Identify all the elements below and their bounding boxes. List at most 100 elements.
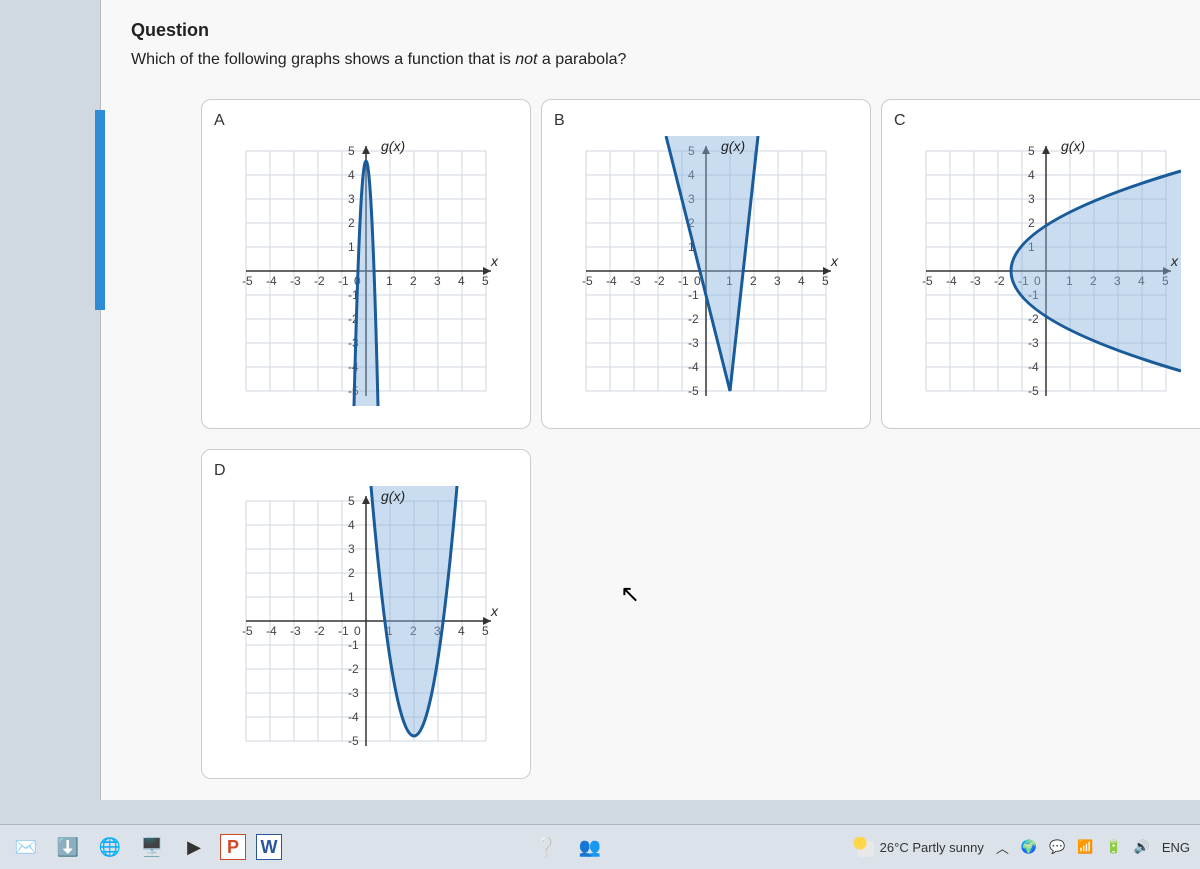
svg-text:2: 2 bbox=[410, 274, 417, 288]
svg-text:-2: -2 bbox=[688, 312, 699, 326]
svg-text:-3: -3 bbox=[688, 336, 699, 350]
svg-text:4: 4 bbox=[348, 518, 355, 532]
people-icon[interactable]: 👥 bbox=[574, 831, 606, 863]
svg-text:x: x bbox=[490, 603, 499, 619]
svg-text:-1: -1 bbox=[338, 274, 349, 288]
svg-text:3: 3 bbox=[434, 274, 441, 288]
svg-text:-1: -1 bbox=[348, 638, 359, 652]
weather-icon bbox=[854, 837, 874, 857]
svg-text:-3: -3 bbox=[1028, 336, 1039, 350]
svg-text:4: 4 bbox=[348, 168, 355, 182]
graph-c: -5-5-4-4-3-3-2-2-1-111223344550 g(x) x bbox=[911, 136, 1181, 406]
svg-text:x: x bbox=[1170, 253, 1179, 269]
svg-text:0: 0 bbox=[354, 624, 361, 638]
chrome-icon[interactable]: 🌐 bbox=[94, 831, 126, 863]
graph-b: -5-5-4-4-3-3-2-2-1-111223344550 g(x) x bbox=[571, 136, 841, 406]
choice-label: C bbox=[894, 112, 1198, 130]
svg-text:2: 2 bbox=[750, 274, 757, 288]
svg-text:4: 4 bbox=[458, 624, 465, 638]
choice-a[interactable]: A -5-5-4-4-3-3-2-2-1-111223344550 g(x) x bbox=[201, 99, 531, 429]
weather-widget[interactable]: 26°C Partly sunny bbox=[854, 837, 984, 857]
svg-text:5: 5 bbox=[1028, 144, 1035, 158]
battery-icon[interactable]: 🔋 bbox=[1105, 839, 1121, 855]
svg-text:2: 2 bbox=[1028, 216, 1035, 230]
choice-b[interactable]: B -5-5-4-4-3-3-2-2-1-111223344550 g(x) x bbox=[541, 99, 871, 429]
svg-text:g(x): g(x) bbox=[381, 488, 405, 504]
svg-text:5: 5 bbox=[482, 274, 489, 288]
choice-d[interactable]: D -5-5-4-4-3-3-2-2-1-111223344550 g(x) x bbox=[201, 449, 531, 779]
svg-text:-5: -5 bbox=[1028, 384, 1039, 398]
powerpoint-icon[interactable]: P bbox=[220, 834, 246, 860]
svg-text:-2: -2 bbox=[314, 274, 325, 288]
svg-text:3: 3 bbox=[348, 542, 355, 556]
taskbar: ✉️ ⬇️ 🌐 🖥️ ▶ P W ❔ 👥 26°C Partly sunny ︿… bbox=[0, 824, 1200, 869]
graph-a: -5-5-4-4-3-3-2-2-1-111223344550 g(x) x bbox=[231, 136, 501, 406]
svg-text:-1: -1 bbox=[678, 274, 689, 288]
svg-text:5: 5 bbox=[482, 624, 489, 638]
svg-text:-5: -5 bbox=[242, 274, 253, 288]
svg-text:4: 4 bbox=[1028, 168, 1035, 182]
svg-text:g(x): g(x) bbox=[1061, 138, 1085, 154]
svg-text:-2: -2 bbox=[994, 274, 1005, 288]
choice-label: B bbox=[554, 112, 858, 130]
svg-text:5: 5 bbox=[348, 494, 355, 508]
svg-text:-3: -3 bbox=[630, 274, 641, 288]
svg-text:3: 3 bbox=[1028, 192, 1035, 206]
svg-text:-4: -4 bbox=[688, 360, 699, 374]
svg-text:-5: -5 bbox=[242, 624, 253, 638]
question-text: Which of the following graphs shows a fu… bbox=[131, 51, 1170, 69]
svg-text:-5: -5 bbox=[348, 734, 359, 748]
volume-icon[interactable]: 🔊 bbox=[1134, 839, 1150, 855]
svg-text:-4: -4 bbox=[348, 710, 359, 724]
svg-text:-3: -3 bbox=[970, 274, 981, 288]
word-icon[interactable]: W bbox=[256, 834, 282, 860]
choice-grid: A -5-5-4-4-3-3-2-2-1-111223344550 g(x) x… bbox=[201, 99, 1170, 779]
svg-text:1: 1 bbox=[348, 590, 355, 604]
wifi-icon[interactable]: 📶 bbox=[1077, 839, 1093, 855]
svg-text:-2: -2 bbox=[348, 662, 359, 676]
choice-c[interactable]: C -5-5-4-4-3-3-2-2-1-111223344550 g(x) x bbox=[881, 99, 1200, 429]
svg-text:-4: -4 bbox=[1028, 360, 1039, 374]
svg-text:4: 4 bbox=[458, 274, 465, 288]
help-icon[interactable]: ❔ bbox=[530, 831, 562, 863]
globe-icon[interactable]: 🌍 bbox=[1021, 839, 1037, 855]
svg-text:x: x bbox=[830, 253, 839, 269]
svg-text:-1: -1 bbox=[338, 624, 349, 638]
svg-text:-5: -5 bbox=[922, 274, 933, 288]
svg-text:4: 4 bbox=[798, 274, 805, 288]
question-heading: Question bbox=[131, 20, 1170, 41]
svg-text:-2: -2 bbox=[1028, 312, 1039, 326]
svg-text:-4: -4 bbox=[946, 274, 957, 288]
choice-label: A bbox=[214, 112, 518, 130]
question-page: Question Which of the following graphs s… bbox=[100, 0, 1200, 800]
prompt-suffix: a parabola? bbox=[537, 51, 626, 68]
svg-text:-4: -4 bbox=[266, 624, 277, 638]
messages-icon[interactable]: 💬 bbox=[1049, 839, 1065, 855]
lang-indicator[interactable]: ENG bbox=[1162, 840, 1190, 855]
svg-text:2: 2 bbox=[348, 216, 355, 230]
svg-text:1: 1 bbox=[386, 274, 393, 288]
weather-text: 26°C Partly sunny bbox=[880, 840, 984, 855]
svg-text:5: 5 bbox=[822, 274, 829, 288]
choice-label: D bbox=[214, 462, 518, 480]
svg-text:-4: -4 bbox=[606, 274, 617, 288]
svg-text:x: x bbox=[490, 253, 499, 269]
media-icon[interactable]: ▶ bbox=[178, 831, 210, 863]
graph-d: -5-5-4-4-3-3-2-2-1-111223344550 g(x) x bbox=[231, 486, 501, 756]
svg-text:3: 3 bbox=[774, 274, 781, 288]
svg-text:-5: -5 bbox=[582, 274, 593, 288]
monitor-icon[interactable]: 🖥️ bbox=[136, 831, 168, 863]
svg-text:-5: -5 bbox=[688, 384, 699, 398]
svg-text:-4: -4 bbox=[266, 274, 277, 288]
prompt-italic: not bbox=[515, 51, 537, 68]
svg-text:-1: -1 bbox=[688, 288, 699, 302]
dropbox-icon[interactable]: ⬇️ bbox=[52, 831, 84, 863]
page-marker bbox=[95, 110, 105, 310]
svg-text:2: 2 bbox=[348, 566, 355, 580]
mail-icon[interactable]: ✉️ bbox=[10, 831, 42, 863]
svg-text:-2: -2 bbox=[654, 274, 665, 288]
svg-text:1: 1 bbox=[348, 240, 355, 254]
prompt-prefix: Which of the following graphs shows a fu… bbox=[131, 51, 515, 68]
chevron-up-icon[interactable]: ︿ bbox=[996, 838, 1009, 857]
svg-text:3: 3 bbox=[348, 192, 355, 206]
